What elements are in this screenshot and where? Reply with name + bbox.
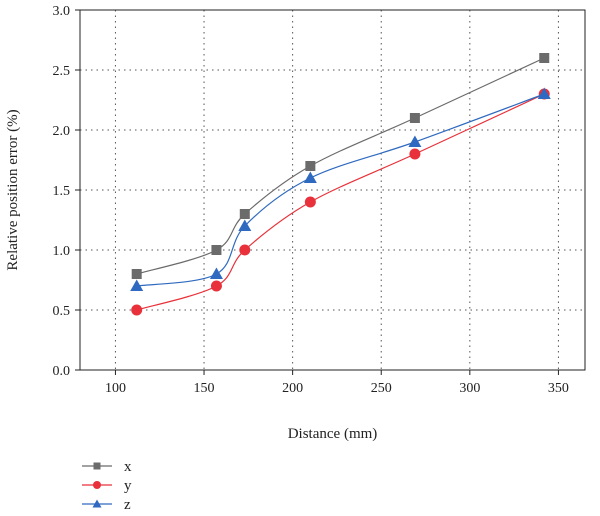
y-tick-label: 2.5 [53,64,71,79]
legend-label: y [124,478,132,494]
data-point-x [539,53,550,63]
data-point-z [537,87,551,99]
data-point-y [409,148,421,160]
data-point-z [130,279,144,291]
legend-label: x [124,459,132,475]
data-point-x [305,161,316,171]
x-axis-label: Distance (mm) [288,426,378,442]
legend: xyz [82,459,132,513]
x-tick-label: 200 [282,381,303,396]
legend-marker [93,481,101,489]
series-y-line [136,93,545,311]
axes: 100 150 200 250 300 350 0.0 0.5 1.0 1.5 2.0 2.5 3.0 [53,4,569,396]
legend-item-x: x [82,459,132,475]
data-point-y [131,304,143,316]
data-point-x [239,209,250,219]
data-point-y [239,244,251,256]
legend-item-y: y [82,478,132,494]
x-tick-label: 100 [105,381,126,396]
data-point-y [304,196,316,208]
y-tick-label: 1.0 [53,244,71,259]
x-tick-label: 250 [371,381,392,396]
legend-marker [93,462,101,470]
series [130,53,551,316]
y-tick-label: 1.5 [53,184,71,199]
y-tick-label: 0.5 [53,304,71,319]
y-axis-label: Relative position error (%) [5,109,21,270]
legend-marker [92,499,102,508]
grid [80,10,585,370]
data-point-z [303,171,317,183]
y-tick-label: 0.0 [53,364,71,379]
data-point-z [408,135,422,147]
data-point-x [211,245,222,255]
x-tick-label: 150 [194,381,215,396]
data-point-x [409,113,420,123]
legend-label: z [124,497,131,513]
series-x [131,53,550,279]
data-point-z [238,219,252,231]
x-tick-label: 300 [459,381,480,396]
data-point-y [210,280,222,292]
legend-item-z: z [82,497,131,513]
series-y [131,88,550,316]
x-tick-label: 350 [548,381,569,396]
y-tick-label: 3.0 [53,4,71,19]
data-point-z [209,267,223,279]
series-z [130,87,551,291]
series-x-line [136,57,545,275]
data-point-x [131,269,142,279]
y-tick-label: 2.0 [53,124,71,139]
